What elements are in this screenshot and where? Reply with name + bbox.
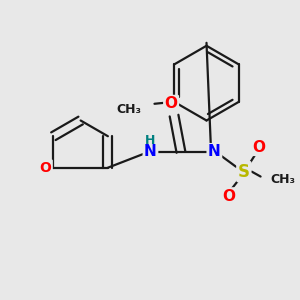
Text: O: O [223,189,236,204]
Text: N: N [144,145,157,160]
Text: CH₃: CH₃ [270,173,296,186]
Text: H: H [145,134,156,147]
Text: O: O [40,161,52,175]
Text: N: N [208,145,221,160]
Text: O: O [252,140,265,154]
Text: CH₃: CH₃ [117,103,142,116]
Text: S: S [238,163,250,181]
Text: O: O [165,96,178,111]
